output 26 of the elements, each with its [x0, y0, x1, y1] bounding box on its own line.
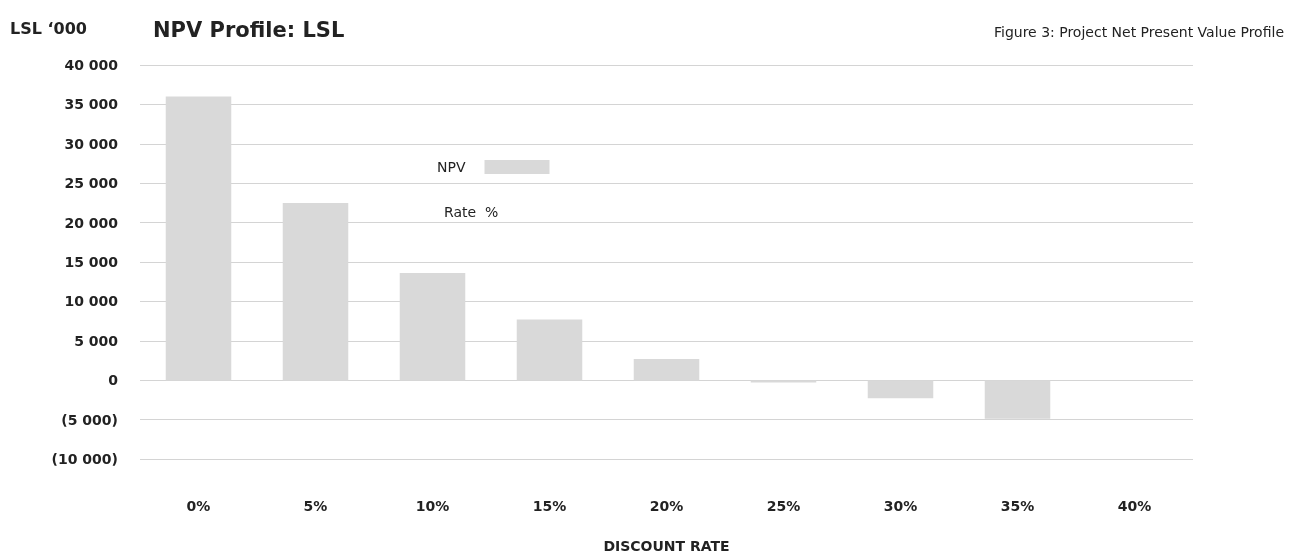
y-axis-title: LSL ‘000	[10, 18, 87, 38]
x-tick-label: 40%	[1117, 498, 1152, 514]
x-tick-label: 0%	[186, 498, 211, 514]
y-tick-label: 25 000	[64, 175, 119, 192]
x-tick-label: 25%	[766, 498, 801, 514]
y-tick-label: 10 000	[64, 293, 119, 310]
legend-label: NPV	[436, 159, 466, 175]
annotation: Rate %	[444, 204, 499, 220]
x-tick-label: 30%	[883, 498, 918, 514]
y-tick-label: 40 000	[64, 57, 119, 73]
x-tick-label: 35%	[1000, 498, 1035, 514]
y-tick-label: (5 000)	[61, 411, 118, 428]
x-tick-label: 5%	[303, 498, 328, 514]
y-tick-label: 15 000	[64, 254, 119, 270]
y-tick-label: 30 000	[64, 135, 119, 152]
chart-title: NPV Profile: LSL	[153, 17, 345, 42]
y-tick-label: (10 000)	[51, 451, 118, 467]
y-tick-label: 5 000	[74, 332, 119, 349]
y-tick-label: 35 000	[64, 96, 119, 113]
y-tick-label: 0	[108, 372, 119, 389]
x-tick-label: 15%	[532, 498, 567, 514]
chart-subtitle: Figure 3: Project Net Present Value Profile	[993, 24, 1285, 40]
x-tick-label: 20%	[649, 498, 684, 514]
x-tick-label: 10%	[415, 498, 450, 514]
y-tick-label: 20 000	[64, 214, 119, 231]
x-axis-title: DISCOUNT RATE	[603, 538, 730, 554]
